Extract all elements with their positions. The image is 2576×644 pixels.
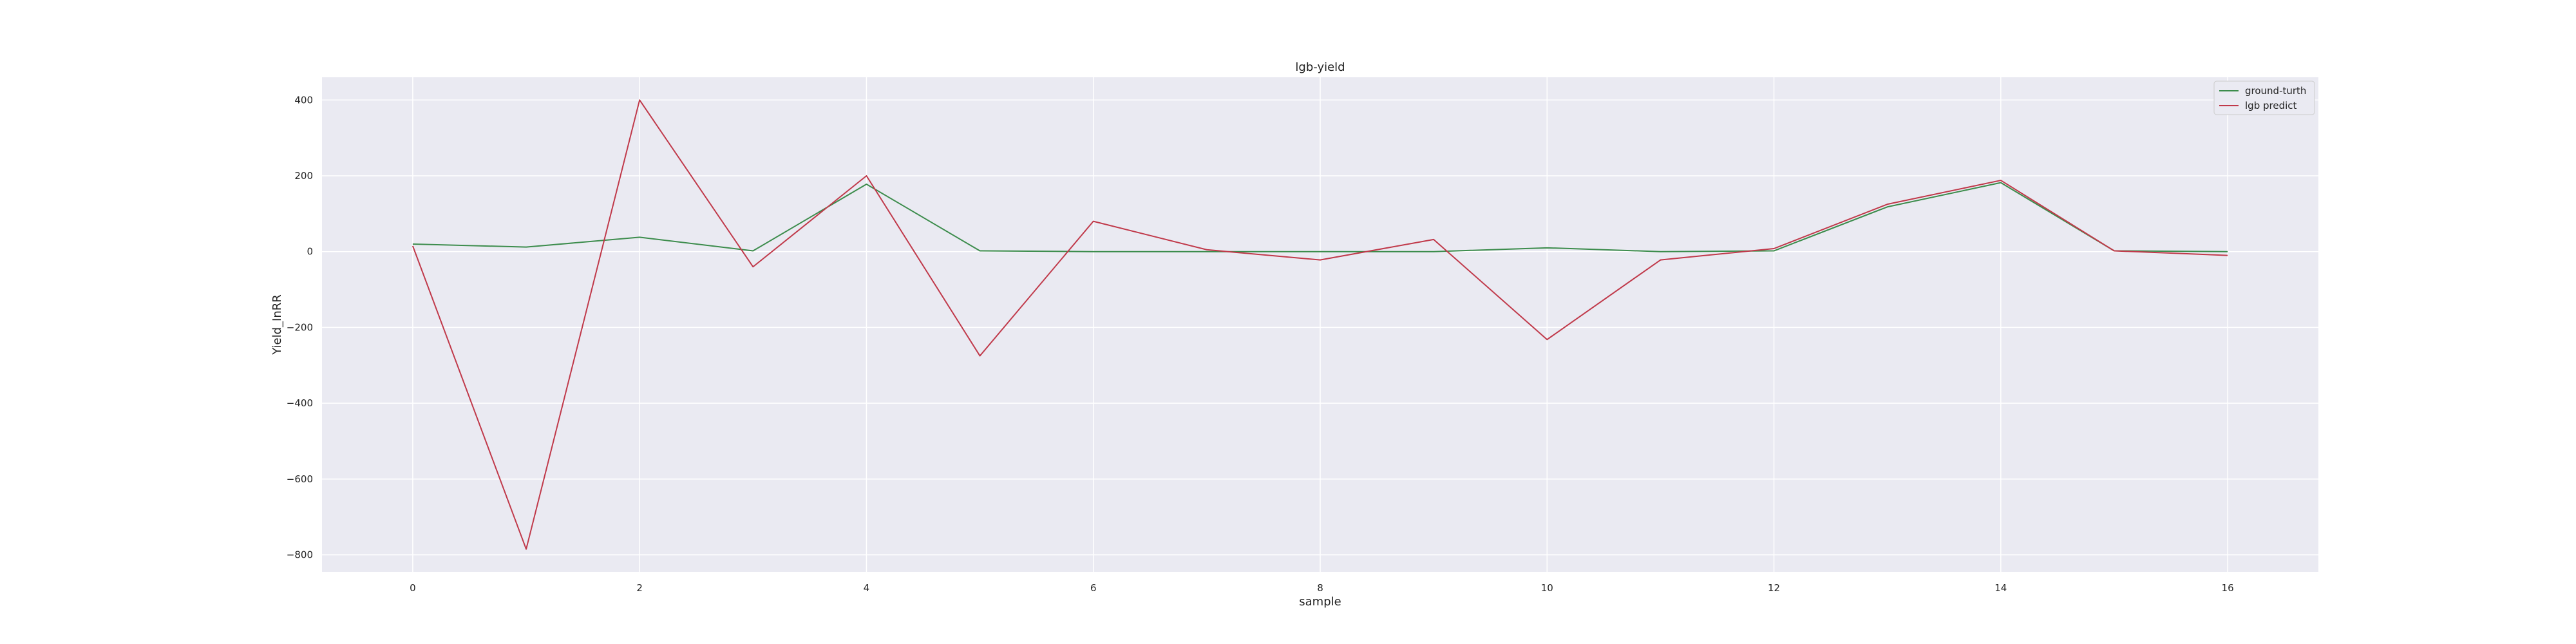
series-line-ground-turth <box>412 182 2228 252</box>
y-axis-ticks: 400 200 0 −200 −400 −600 −800 <box>287 94 313 560</box>
series-line-lgb-predict <box>412 99 2228 550</box>
x-tick-label: 2 <box>636 582 643 594</box>
x-tick-label: 0 <box>410 582 416 594</box>
y-tick-label: −800 <box>287 549 313 561</box>
legend-label-ground-turth: ground-turth <box>2245 85 2306 97</box>
y-tick-label: −200 <box>287 321 313 333</box>
x-tick-label: 8 <box>1317 582 1323 594</box>
x-tick-label: 10 <box>1541 582 1553 594</box>
x-axis-label: sample <box>1299 595 1341 609</box>
legend-box <box>2213 80 2315 115</box>
x-tick-label: 16 <box>2222 582 2234 594</box>
x-tick-label: 14 <box>1994 582 2007 594</box>
y-tick-label: −600 <box>287 473 313 485</box>
chart-title: lgb-yield <box>1295 61 1345 74</box>
legend-label-lgb-predict: lgb predict <box>2245 100 2297 111</box>
series-layer <box>412 99 2228 550</box>
y-tick-label: 200 <box>294 170 313 182</box>
y-axis-label: Yield_InRR <box>270 294 284 355</box>
y-tick-label: 0 <box>307 246 313 258</box>
legend: ground-turth lgb predict <box>2213 80 2315 115</box>
x-tick-label: 6 <box>1090 582 1097 594</box>
y-tick-label: 400 <box>294 94 313 106</box>
x-tick-label: 4 <box>864 582 870 594</box>
x-axis-ticks: 0 2 4 6 8 10 12 14 16 <box>410 582 2234 594</box>
x-tick-label: 12 <box>1768 582 1780 594</box>
y-tick-label: −400 <box>287 397 313 409</box>
